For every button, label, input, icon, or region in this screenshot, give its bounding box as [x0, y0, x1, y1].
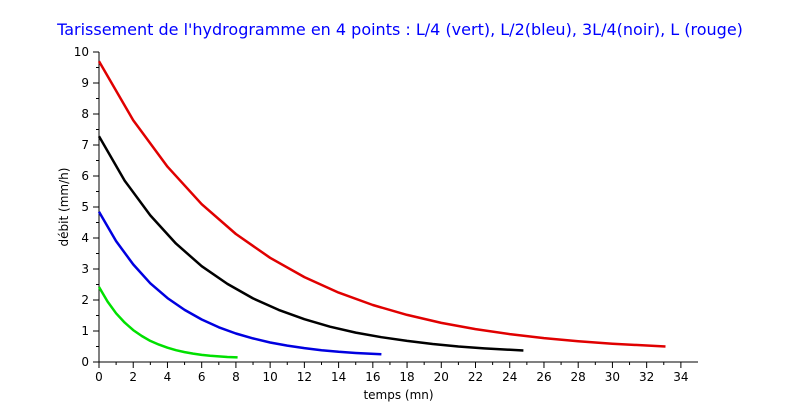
- y-tick-label: 3: [81, 262, 89, 276]
- x-tick-label: 8: [232, 370, 240, 384]
- x-tick-label: 16: [365, 370, 380, 384]
- axes: 0 2 4 6 8 10 12 14 16 18 20 22 24 26 28 30 32 34012345678…: [74, 45, 698, 384]
- y-axis-label: débit (mm/h): [57, 168, 71, 247]
- x-tick-label: 6: [198, 370, 206, 384]
- x-tick-label: 22: [468, 370, 483, 384]
- series-line-1: [97, 211, 382, 356]
- series-line-3: [97, 60, 666, 348]
- y-tick-label: 2: [81, 293, 89, 307]
- y-tick-label: 8: [81, 107, 89, 121]
- x-tick-label: 14: [331, 370, 346, 384]
- x-tick-label: 0: [95, 370, 103, 384]
- series-line-0: [97, 286, 238, 359]
- y-tick-label: 5: [81, 200, 89, 214]
- series-line-2: [97, 135, 524, 352]
- x-tick-label: 2: [129, 370, 137, 384]
- y-tick-label: 9: [81, 76, 89, 90]
- x-tick-label: 28: [571, 370, 586, 384]
- x-tick-label: 4: [164, 370, 172, 384]
- y-tick-label: 10: [74, 45, 89, 59]
- x-tick-label: 30: [605, 370, 620, 384]
- series-group: [97, 60, 666, 359]
- chart-title: Tarissement de l'hydrogramme en 4 points…: [57, 20, 743, 39]
- x-tick-label: 10: [263, 370, 278, 384]
- x-tick-label: 26: [536, 370, 551, 384]
- x-axis-label: temps (mn): [363, 388, 433, 402]
- y-tick-label: 4: [81, 231, 89, 245]
- y-tick-label: 1: [81, 324, 89, 338]
- x-tick-label: 24: [502, 370, 517, 384]
- y-tick-label: 0: [81, 355, 89, 369]
- x-tick-label: 18: [399, 370, 414, 384]
- x-tick-label: 12: [297, 370, 312, 384]
- x-tick-label: 20: [434, 370, 449, 384]
- y-tick-label: 7: [81, 138, 89, 152]
- x-tick-label: 32: [639, 370, 654, 384]
- y-tick-label: 6: [81, 169, 89, 183]
- x-tick-label: 34: [673, 370, 688, 384]
